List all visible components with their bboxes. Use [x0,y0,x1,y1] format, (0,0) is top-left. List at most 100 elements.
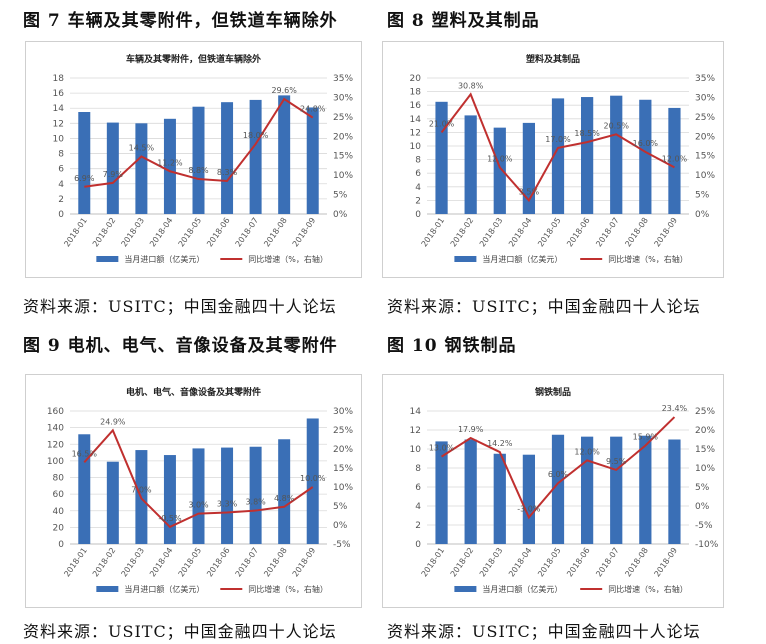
bar [668,107,681,214]
bar [163,455,176,544]
y-left-tick-label: 6 [415,169,421,179]
y-right-tick-label: 25% [333,426,353,436]
y-left-tick-label: 120 [47,440,64,450]
x-tick-label: 2018-02 [91,216,118,249]
chart-title: 车辆及其零附件，但铁道车辆除外 [126,53,261,65]
x-tick-label: 2018-02 [91,546,118,579]
y-left-tick-label: 14 [410,115,422,125]
y-right-tick-label: 10% [695,171,715,181]
x-tick-label: 2018-06 [205,216,232,249]
y-left-tick-label: 12 [410,128,421,138]
bar [435,441,448,544]
data-label: 20.5% [604,121,630,130]
data-label: 17.0% [545,135,571,144]
x-tick-label: 2018-01 [420,546,447,579]
figure-9-heading: 图 9 电机、电气、音像设备及其零附件 [23,336,338,356]
y-left-tick-label: 12 [410,426,421,436]
y-right-tick-label: 5% [333,191,348,201]
y-right-tick-label: 25% [333,113,353,123]
x-tick-label: 2018-01 [62,216,89,249]
bar [610,436,623,544]
data-label: 18.5% [574,129,600,138]
growth-line [441,416,676,520]
y-right-tick-label: 0% [695,502,710,512]
legend-label-line: 同比增速（%，右轴） [608,584,688,594]
legend-bar-swatch [454,256,477,262]
y-left-tick-label: 18 [410,88,422,98]
data-label: 8.3% [217,168,238,177]
bar [580,97,594,214]
bar [639,435,652,544]
x-tick-label: 2018-09 [291,216,318,249]
figure-7-source: 资料来源：USITC；中国金融四十人论坛 [23,297,337,316]
y-left-tick-label: 6 [415,483,421,493]
y-right-tick-label: 0% [695,210,710,220]
chart-title: 塑料及其制品 [526,53,580,65]
x-tick-label: 2018-08 [262,546,289,579]
y-left-tick-label: 160 [47,407,64,417]
y-left-tick-label: 4 [415,183,421,193]
data-label: 24.8% [300,105,326,114]
legend-label-line: 同比增速（%，右轴） [248,254,328,264]
y-left-tick-label: 10 [410,142,422,152]
x-tick-label: 2018-03 [478,546,505,579]
x-tick-label: 2018-03 [119,216,146,249]
y-right-tick-label: 10% [333,483,353,493]
data-label: 11.2% [157,158,183,167]
y-left-tick-label: 60 [53,490,65,500]
data-label: 4.8% [274,494,295,503]
figure-10-source: 资料来源：USITC；中国金融四十人论坛 [387,622,701,641]
growth-line [83,428,314,529]
x-tick-label: 2018-07 [594,216,621,249]
chart-7: 车辆及其零附件，但铁道车辆除外 0 2 4 6 8 10 12 14 16 18 0% 5% 10% 15%… [53,53,354,264]
bar [493,127,506,214]
legend-label-line: 同比增速（%，右轴） [248,584,328,594]
data-label: 3.5% [519,187,540,196]
x-tick-label: 2018-04 [507,546,534,579]
data-label: 3.8% [245,498,266,507]
growth-line [84,97,314,188]
bar [464,115,477,214]
x-tick-label: 2018-01 [420,216,447,249]
y-right-tick-label: 10% [695,464,715,474]
data-label: 14.2% [487,439,513,448]
y-left-tick-label: 140 [47,424,64,434]
y-left-tick-label: 8 [415,464,421,474]
data-label: 23.4% [662,404,688,413]
x-tick-label: 2018-05 [536,546,563,579]
x-tick-label: 2018-07 [594,546,621,579]
y-right-tick-label: 15% [333,464,353,474]
x-tick-label: 2018-08 [623,216,650,249]
y-left-tick-label: 12 [53,119,64,129]
data-label: 21.0% [429,119,455,128]
y-left-tick-label: 14 [410,407,422,417]
y-right-tick-label: 35% [695,74,715,84]
x-tick-label: 2018-04 [148,216,175,249]
legend-bar-swatch [96,586,119,592]
bar [78,434,91,544]
x-tick-label: 2018-09 [653,216,680,249]
bar [551,434,565,544]
y-left-tick-label: 4 [415,502,421,512]
y-right-tick-label: 30% [695,93,715,103]
x-tick-label: 2018-05 [177,546,204,579]
chart-7-container: 车辆及其零附件，但铁道车辆除外 0 2 4 6 8 10 12 14 16 18 0% 5% 10% 15%… [25,41,362,278]
data-label: 12.0% [574,447,600,456]
y-right-tick-label: 30% [333,93,353,103]
legend-bar-swatch [454,586,477,592]
legend-label-bar: 当月进口额（亿美元） [124,584,204,594]
y-right-tick-label: 15% [695,152,715,162]
bar [106,461,119,544]
bar [610,95,623,214]
bar [493,453,506,544]
bar [135,123,148,214]
data-label: 10.0% [300,474,326,483]
bar [522,122,536,214]
data-label: 3.3% [217,499,238,508]
y-left-tick-label: 16 [53,89,65,99]
bar [522,454,536,544]
y-right-tick-label: 10% [333,171,353,181]
y-left-tick-label: 20 [53,523,65,533]
bar [106,122,119,214]
x-tick-label: 2018-04 [507,216,534,249]
